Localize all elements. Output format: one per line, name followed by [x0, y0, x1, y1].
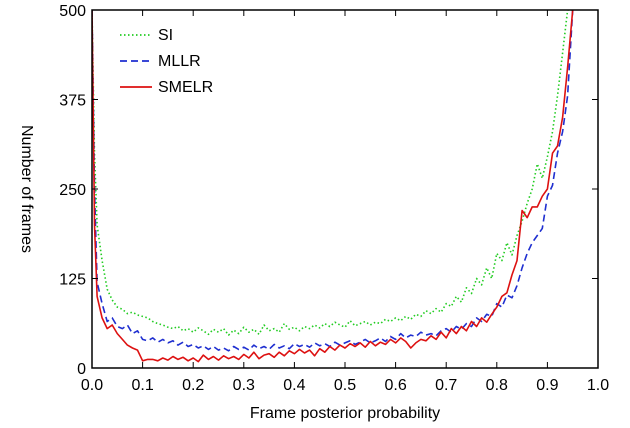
x-tick-label: 0.7 — [435, 377, 457, 394]
x-tick-label: 0.4 — [283, 377, 305, 394]
legend-label-si: SI — [158, 27, 173, 44]
x-tick-label: 0.0 — [81, 377, 103, 394]
x-tick-label: 0.9 — [536, 377, 558, 394]
series-line-si — [92, 10, 573, 336]
legend-label-mllr: MLLR — [158, 53, 201, 70]
series-layer — [92, 10, 574, 363]
x-axis-title: Frame posterior probability — [250, 405, 440, 422]
y-axis-title: Number of frames — [18, 125, 35, 253]
x-tick-label: 1.0 — [587, 377, 609, 394]
y-tick-label: 500 — [59, 3, 86, 20]
legend-label-smelr: SMELR — [158, 79, 213, 96]
x-tick-label: 0.5 — [334, 377, 356, 394]
y-tick-label: 0 — [77, 361, 86, 378]
x-tick-label: 0.1 — [131, 377, 153, 394]
legend: SI MLLR SMELR — [120, 27, 213, 96]
x-tick-label: 0.8 — [486, 377, 508, 394]
y-axis: 0 125 250 375 500 — [59, 3, 598, 378]
x-tick-label: 0.6 — [384, 377, 406, 394]
x-axis: 0.0 0.1 0.2 0.3 0.4 0.5 0.6 0.7 0.8 0.9 1.0 — [81, 10, 609, 394]
series-line-smelr — [92, 10, 574, 363]
x-tick-label: 0.3 — [233, 377, 255, 394]
y-tick-label: 125 — [59, 272, 86, 289]
y-tick-label: 375 — [59, 93, 86, 110]
x-tick-label: 0.2 — [182, 377, 204, 394]
y-tick-label: 250 — [59, 182, 86, 199]
